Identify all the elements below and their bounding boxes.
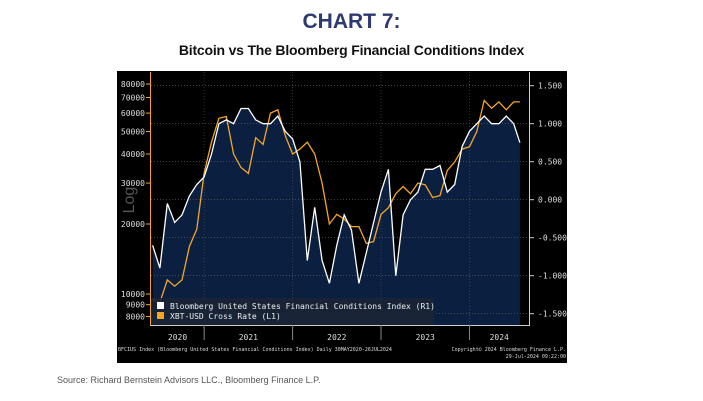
xbt-series-line xyxy=(152,99,520,304)
right-tick-label: 0.000 xyxy=(538,196,562,205)
left-tick-label: 9000 xyxy=(126,301,145,310)
legend-swatch-bfci xyxy=(157,302,164,309)
right-tick-label: 1.500 xyxy=(538,82,562,91)
chart-subtitle: Bitcoin vs The Bloomberg Financial Condi… xyxy=(178,42,525,58)
right-tick-label: -0.500 xyxy=(538,234,567,243)
x-tick-label: 2024 xyxy=(490,333,509,342)
chart-number-title: CHART 7: xyxy=(302,10,401,33)
left-tick-label: 10000 xyxy=(121,290,145,299)
right-tick-label: -1.000 xyxy=(538,272,567,281)
x-tick-label: 2022 xyxy=(327,333,346,342)
legend: Bloomberg United States Financial Condit… xyxy=(151,298,435,325)
legend-label-bfci: Bloomberg United States Financial Condit… xyxy=(170,302,435,311)
x-tick-label: 2020 xyxy=(168,333,187,342)
footer-copyright: Copyright© 2024 Bloomberg Finance L.P. xyxy=(452,347,566,353)
footer-left: BFCIUS Index (Bloomberg United States Fi… xyxy=(118,347,392,353)
left-tick-label: 20000 xyxy=(121,220,145,229)
left-tick-label: 50000 xyxy=(121,127,145,136)
left-axis-label: Log xyxy=(121,187,138,214)
legend-swatch-xbt xyxy=(157,312,164,319)
right-tick-label: 0.500 xyxy=(538,158,562,167)
bfci-series-line xyxy=(151,107,521,284)
left-tick-label: 80000 xyxy=(121,80,145,89)
left-tick-label: 30000 xyxy=(121,179,145,188)
left-tick-label: 40000 xyxy=(121,150,145,159)
left-tick-label: 60000 xyxy=(121,109,145,118)
legend-box xyxy=(151,298,434,325)
right-tick-label: 1.000 xyxy=(538,120,562,129)
right-tick-label: -1.500 xyxy=(538,310,567,319)
footer-date: 29-Jul-2024 09:22:00 xyxy=(506,354,566,360)
x-tick-label: 2023 xyxy=(416,333,435,342)
left-tick-label: 8000 xyxy=(126,313,145,322)
left-tick-label: 70000 xyxy=(121,94,145,103)
bfci-area xyxy=(152,108,520,325)
legend-label-xbt: XBT-USD Cross Rate (L1) xyxy=(170,312,281,321)
x-tick-label: 2021 xyxy=(239,333,258,342)
source-note: Source: Richard Bernstein Advisors LLC.,… xyxy=(57,375,321,385)
